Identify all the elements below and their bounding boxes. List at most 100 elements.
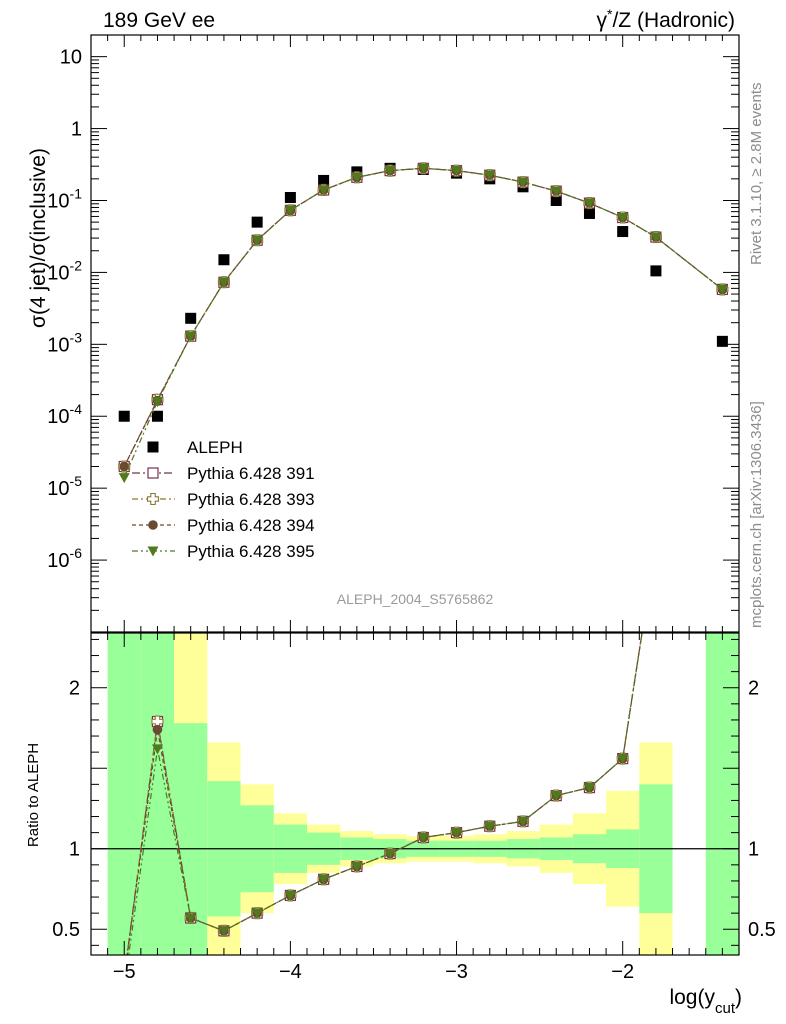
mc-point [617,213,629,224]
main-y-tick-label-exp: -2 [70,257,83,273]
ratio-frame [90,632,740,956]
mc-point [218,277,230,288]
mc-point [517,177,529,188]
mc-point [451,166,463,177]
process-star: * [607,6,613,22]
ratio-point [451,828,463,839]
energy-label: 189 GeV ee [103,9,215,32]
legend-label: Pythia 6.428 393 [187,490,315,509]
ratio-point [484,821,496,832]
legend-label: Pythia 6.428 394 [187,516,315,535]
data-point [716,335,728,347]
data-point [617,226,629,238]
legend-marker [148,520,158,530]
data-point [118,410,130,422]
series-0 [118,162,728,422]
x-tick-label: −2 [611,961,634,983]
ratio-point [517,816,529,827]
ratio-point [384,849,396,860]
ratio-point [550,791,562,802]
data-point [318,174,330,186]
x-axis-title: log(ycut) [669,986,742,1017]
main-y-tick-label: 10-2 [47,257,82,284]
main-y-axis-title: σ(4 jet)/σ(inclusive) [27,148,50,328]
main-y-tick-label: 10-1 [47,185,82,212]
main-y-tick-label-base: 10 [47,190,69,212]
ratio-point [417,832,429,843]
uncertainty-band-inner [705,633,739,955]
process-rest: /Z (Hadronic) [612,9,735,32]
series-line [123,167,723,478]
data-point [218,254,230,266]
x-axis-title-close: ) [735,986,742,1009]
mc-point [284,205,296,216]
data-point [284,192,296,204]
main-y-tick-label-base: 10 [47,334,69,356]
series-4 [118,163,728,484]
process-gamma: γ [597,9,608,32]
mc-point [650,232,662,243]
mc-point [151,397,163,408]
mc-point [118,473,130,484]
ratio-y-axis-title: Ratio to ALEPH [25,743,42,847]
mc-point [484,170,496,181]
x-tick-label: −5 [113,961,136,983]
ratio-point [151,744,163,755]
data-point [151,410,163,422]
main-y-tick-label-base: 10 [47,478,69,500]
data-point [650,265,662,277]
series-3 [119,163,728,472]
ratio-point [351,861,363,872]
ratio-y-tick-label: 2 [69,678,80,700]
legend-marker [147,546,159,557]
main-frame [90,34,740,633]
ratio-point [251,908,263,919]
data-point [251,216,263,228]
legend-marker [147,467,159,479]
x-axis-title-sub: cut [715,1000,736,1017]
data-point [583,207,595,219]
main-y-tick-label-exp: -4 [70,401,83,417]
series-line [123,167,723,467]
main-y-tick-label-base: 10 [47,550,69,572]
main-y-tick-label: 10-4 [47,401,82,428]
data-point [550,194,562,206]
x-tick-label: −4 [279,961,302,983]
main-y-tick-label: 1 [71,119,82,141]
mc-point [318,185,330,196]
mc-point [550,186,562,197]
ratio-point [583,783,595,794]
x-tick-label: −3 [445,961,468,983]
mc-point [716,284,728,295]
analysis-tag: ALEPH_2004_S5765862 [337,591,494,607]
legend-marker [147,441,159,453]
main-y-tick-label: 10-3 [47,329,82,356]
mc-point [185,331,197,342]
ratio-point [185,913,197,924]
data-point [185,312,197,324]
ratio-y-tick-label-right: 2 [748,678,759,700]
x-axis-title-main: log(y [669,986,715,1009]
process-label: γ*/Z (Hadronic) [597,6,735,32]
ratio-point [152,724,163,735]
main-y-tick-label-exp: -1 [70,185,83,201]
mc-point [251,235,263,246]
ratio-point [218,926,230,937]
legend-label: ALEPH [187,438,243,457]
ratio-point [617,754,629,765]
main-y-tick-label-exp: -5 [70,473,83,489]
ratio-y-tick-label: 0.5 [52,919,80,941]
ratio-point [318,874,330,885]
main-y-tick-label: 10-6 [47,545,82,572]
ratio-y-tick-label-right: 0.5 [748,919,776,941]
legend-label: Pythia 6.428 395 [187,542,315,561]
ratio-y-tick-label: 1 [69,839,80,861]
mc-point [583,198,595,209]
series-line [123,167,723,467]
ratio-y-tick-label-right: 1 [748,839,759,861]
legend-marker [146,492,160,506]
main-y-tick-label-base: 10 [47,262,69,284]
mcplots-label: mcplots.cern.ch [arXiv:1306.3436] [748,401,765,628]
